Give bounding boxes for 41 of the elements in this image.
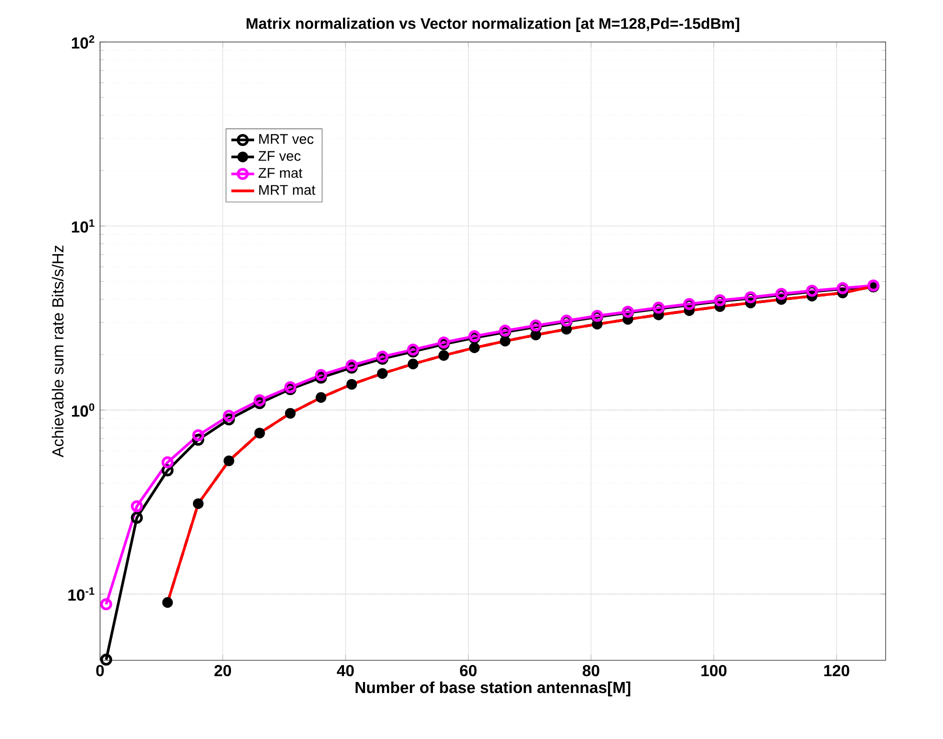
legend-label: MRT mat [259, 185, 316, 195]
legend-label: ZF mat [258, 168, 302, 178]
point [408, 358, 418, 370]
y-tick-label: 10$^{-1}$ [68, 587, 94, 601]
point [346, 359, 358, 372]
point [222, 410, 235, 422]
point [469, 342, 480, 354]
point [438, 350, 450, 361]
x-tick-label: 60 [460, 664, 477, 676]
point [100, 598, 112, 610]
point [130, 512, 143, 524]
point [224, 455, 234, 466]
point [284, 408, 296, 419]
point [192, 429, 204, 442]
point [100, 654, 112, 666]
x-tick-label: 40 [336, 664, 354, 676]
x-tick-label: 20 [214, 664, 232, 676]
x-tick-label: 0 [96, 664, 104, 676]
point [530, 330, 542, 340]
y-tick-label: 10$^{0}$ [72, 403, 94, 417]
legend-label: ZF vec [258, 151, 301, 161]
point [316, 392, 326, 403]
x-axis-title: Number of base station antennas[M] [356, 681, 630, 696]
point [314, 369, 327, 382]
point [254, 394, 266, 406]
x-tick-label: 120 [824, 664, 850, 676]
y-axis-title: Achievable sum rate Bits/s/Hz [52, 246, 64, 458]
point [162, 597, 173, 608]
point [346, 379, 358, 390]
y-tick-label: 10$^{2}$ [72, 35, 94, 49]
legend-label: MRT vec [259, 134, 314, 144]
point [377, 368, 388, 379]
y-tick-label: 10$^{1}$ [72, 219, 94, 233]
point [192, 498, 204, 510]
chart-title: Matrix normalization vs Vector normalization [at M=128,Pd=-15dBm] [246, 18, 740, 32]
point [130, 500, 143, 512]
x-tick-label: 100 [701, 664, 726, 676]
point [254, 428, 265, 438]
point [500, 336, 510, 346]
x-tick-label: 80 [582, 664, 600, 676]
point [162, 456, 174, 468]
